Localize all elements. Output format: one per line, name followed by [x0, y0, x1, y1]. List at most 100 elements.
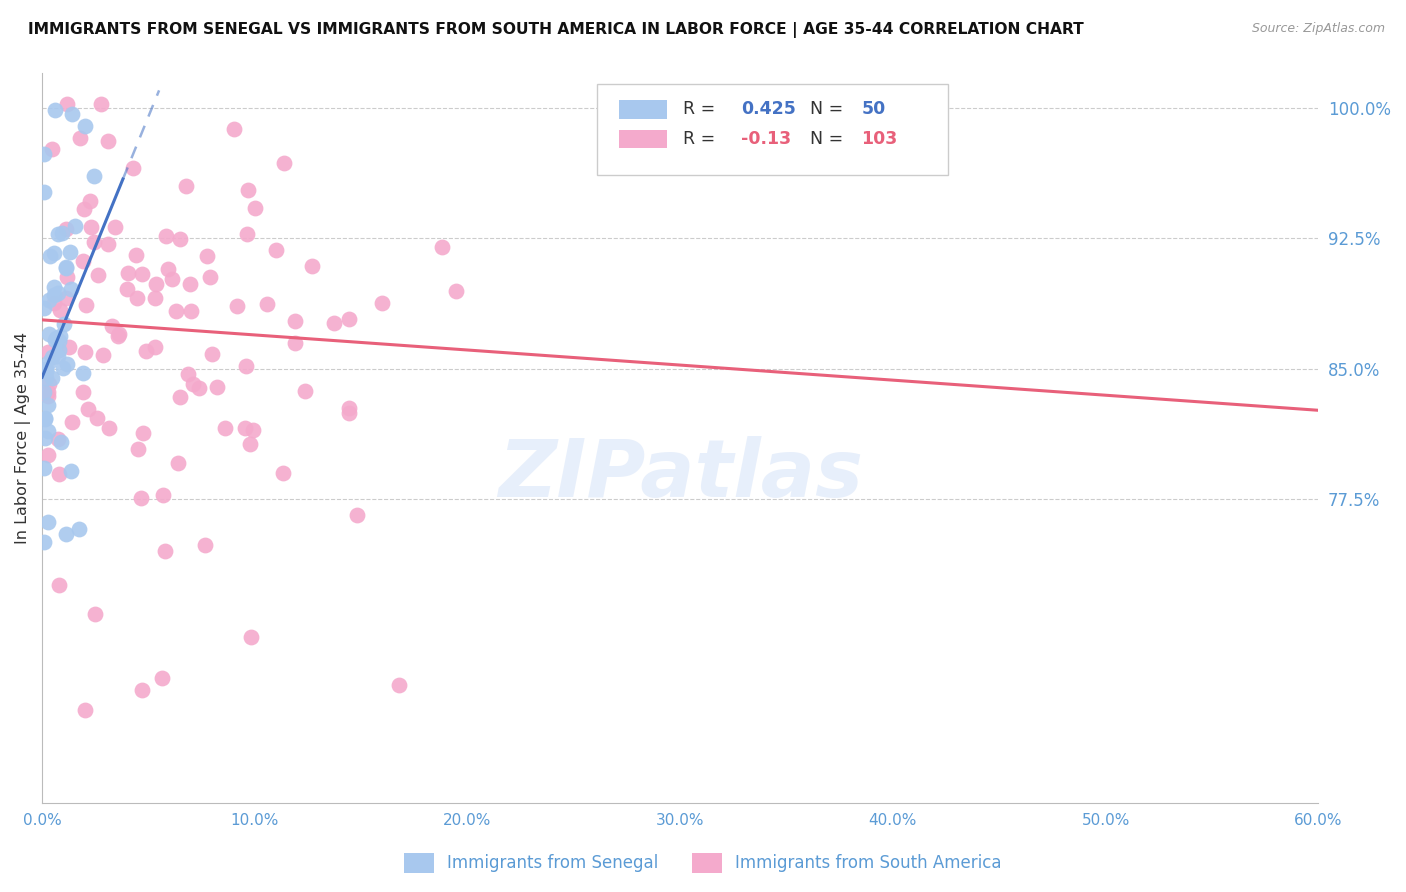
Point: [77, 402, 100, 417]
Point: [129, 491, 152, 505]
Point: [55, 222, 77, 236]
Point: [104, 220, 127, 235]
Point: [239, 631, 262, 645]
Point: [256, 297, 278, 311]
Point: [346, 508, 368, 522]
Point: [225, 299, 247, 313]
Point: [34, 412, 56, 426]
Point: [273, 156, 295, 170]
Point: [58, 340, 80, 354]
Point: [51, 227, 73, 241]
Point: [42, 280, 65, 294]
Point: [214, 421, 236, 435]
Point: [72, 253, 94, 268]
Point: [55, 260, 77, 275]
Point: [115, 282, 138, 296]
Point: [169, 390, 191, 404]
Point: [49, 329, 72, 343]
Point: [72, 385, 94, 400]
Point: [37, 389, 59, 403]
Point: [35, 362, 58, 376]
Point: [294, 384, 316, 398]
Point: [32, 461, 55, 475]
Point: [337, 401, 360, 415]
Point: [125, 248, 148, 262]
Point: [46, 349, 69, 363]
Point: [37, 345, 59, 359]
Point: [135, 343, 157, 358]
Point: [91, 348, 114, 362]
Y-axis label: In Labor Force | Age 35-44: In Labor Force | Age 35-44: [15, 332, 31, 544]
Point: [174, 179, 197, 194]
Point: [44, 246, 66, 260]
Point: [97, 134, 120, 148]
Point: [264, 243, 287, 257]
Point: [84, 607, 107, 622]
Point: [179, 277, 201, 292]
Point: [90, 97, 112, 112]
Point: [48, 334, 70, 348]
Point: [46, 227, 69, 242]
Point: [121, 161, 143, 175]
Point: [32, 185, 55, 199]
Point: [73, 202, 96, 216]
Point: [44, 295, 66, 310]
Point: [273, 466, 295, 480]
Point: [236, 227, 259, 242]
Text: R =: R =: [683, 129, 720, 148]
Point: [181, 376, 204, 391]
Point: [75, 345, 97, 359]
Point: [242, 423, 264, 437]
Point: [32, 385, 55, 400]
Point: [34, 431, 56, 445]
Point: [169, 232, 191, 246]
Point: [37, 515, 59, 529]
Point: [284, 314, 307, 328]
Point: [83, 235, 105, 249]
Point: [39, 250, 62, 264]
Point: [107, 329, 129, 343]
Point: [48, 343, 70, 358]
Point: [32, 147, 55, 161]
Point: [176, 368, 198, 382]
Point: [48, 578, 70, 592]
Point: [238, 183, 260, 197]
Point: [79, 194, 101, 208]
Point: [283, 336, 305, 351]
Point: [35, 371, 58, 385]
Point: [32, 301, 55, 315]
Point: [55, 526, 77, 541]
Point: [60, 107, 83, 121]
Point: [41, 142, 63, 156]
FancyBboxPatch shape: [598, 84, 948, 175]
FancyBboxPatch shape: [619, 129, 668, 148]
Point: [75, 703, 97, 717]
Point: [38, 376, 60, 391]
Point: [224, 122, 246, 136]
Point: [371, 295, 394, 310]
Point: [86, 410, 108, 425]
Point: [51, 434, 73, 449]
Point: [301, 259, 323, 273]
Point: [98, 421, 121, 435]
Point: [34, 411, 56, 425]
Point: [152, 671, 174, 685]
Text: IMMIGRANTS FROM SENEGAL VS IMMIGRANTS FROM SOUTH AMERICA IN LABOR FORCE | AGE 35: IMMIGRANTS FROM SENEGAL VS IMMIGRANTS FR…: [28, 22, 1084, 38]
Point: [67, 521, 90, 535]
Point: [195, 249, 218, 263]
Point: [80, 219, 103, 234]
Point: [48, 467, 70, 481]
Point: [235, 359, 257, 374]
Point: [337, 311, 360, 326]
Point: [75, 298, 97, 312]
Point: [143, 291, 166, 305]
Point: [69, 131, 91, 145]
Point: [35, 364, 58, 378]
Point: [41, 350, 63, 364]
Point: [38, 355, 60, 369]
Text: Source: ZipAtlas.com: Source: ZipAtlas.com: [1251, 22, 1385, 36]
Point: [63, 219, 86, 234]
Point: [48, 285, 70, 300]
Point: [52, 317, 75, 331]
Point: [117, 267, 139, 281]
